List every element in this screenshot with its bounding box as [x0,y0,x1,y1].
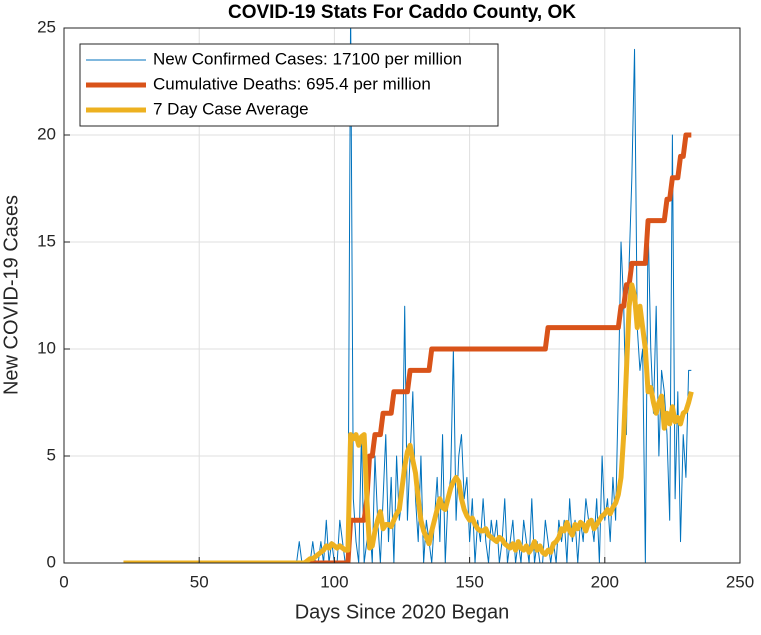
x-tick-label: 200 [591,572,619,591]
x-tick-label: 50 [190,572,209,591]
ticks: 0 50 100 150 200 250 0 5 10 15 20 25 [37,17,754,591]
legend-label: New Confirmed Cases: 17100 per million [153,49,462,68]
chart-title: COVID-19 Stats For Caddo County, OK [228,2,576,23]
y-tick-label: 5 [47,445,56,464]
x-tick-label: 100 [320,572,348,591]
y-tick-label: 0 [47,552,56,571]
x-tick-label: 150 [455,572,483,591]
x-tick-label: 250 [726,572,754,591]
series-line [123,282,694,563]
y-tick-label: 15 [37,231,56,250]
series-line [123,28,692,563]
y-axis-label: New COVID-19 Cases [0,195,22,395]
x-tick-label: 0 [59,572,68,591]
legend-label: 7 Day Case Average [153,99,309,118]
legend-label: Cumulative Deaths: 695.4 per million [153,74,431,93]
legend-box [79,43,499,127]
series-lines [123,28,694,563]
y-tick-label: 10 [37,338,56,357]
x-axis-label: Days Since 2020 Began [295,601,510,623]
legend: New Confirmed Cases: 17100 per million Cu… [79,43,499,127]
series-line [123,132,692,563]
axes-box [63,27,741,564]
y-tick-label: 25 [37,17,56,36]
y-tick-label: 20 [37,124,56,143]
